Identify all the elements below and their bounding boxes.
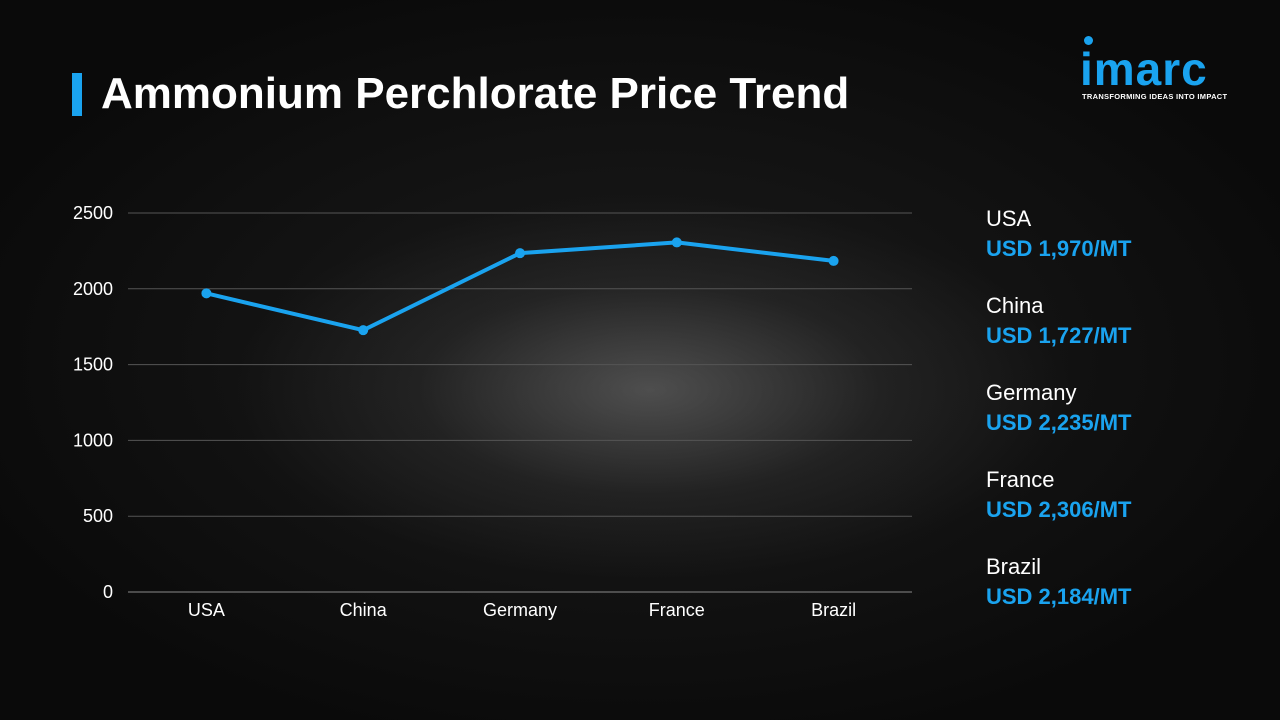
title-accent-bar: [72, 73, 82, 116]
legend-price: USD 2,306/MT: [986, 497, 1132, 522]
y-tick-label: 0: [103, 582, 113, 602]
x-tick-label: USA: [188, 600, 225, 620]
logo-tagline: TRANSFORMING IDEAS INTO IMPACT: [1082, 92, 1228, 101]
x-tick-label: Germany: [483, 600, 557, 620]
data-point: [671, 237, 682, 248]
legend-country: France: [986, 467, 1055, 492]
price-trend-chart: 0 500 1000 1500 2000 2500 USA China Germany Franc…: [73, 203, 912, 620]
legend-price: USD 1,970/MT: [986, 236, 1132, 261]
data-point: [201, 288, 212, 299]
x-tick-label: Brazil: [811, 600, 856, 620]
legend-item-usa: USA USD 1,970/MT: [986, 204, 1266, 291]
legend-country: Germany: [986, 380, 1077, 405]
y-tick-label: 1000: [73, 430, 113, 450]
y-tick-label: 500: [83, 506, 113, 526]
legend-item-china: China USD 1,727/MT: [986, 291, 1266, 378]
y-tick-label: 2000: [73, 279, 113, 299]
data-point: [515, 248, 525, 259]
legend-item-brazil: Brazil USD 2,184/MT: [986, 552, 1266, 639]
legend-country: China: [986, 293, 1044, 318]
legend-price: USD 1,727/MT: [986, 323, 1132, 348]
page-title: Ammonium Perchlorate Price Trend: [101, 69, 850, 118]
data-point: [828, 255, 839, 266]
legend-price: USD 2,235/MT: [986, 410, 1132, 435]
logo-wordmark: imarc: [1080, 43, 1208, 95]
price-legend: USA USD 1,970/MT China USD 1,727/MT Germ…: [986, 204, 1266, 639]
y-tick-label: 2500: [73, 203, 113, 223]
logo-dot: [1084, 36, 1093, 45]
legend-item-france: France USD 2,306/MT: [986, 465, 1266, 552]
data-point: [358, 325, 369, 336]
imarc-logo: imarc TRANSFORMING IDEAS INTO IMPACT: [1080, 36, 1250, 106]
legend-item-germany: Germany USD 2,235/MT: [986, 378, 1266, 465]
x-tick-label: France: [649, 600, 705, 620]
legend-price: USD 2,184/MT: [986, 584, 1132, 609]
legend-country: USA: [986, 206, 1032, 231]
y-tick-label: 1500: [73, 355, 113, 375]
legend-country: Brazil: [986, 554, 1042, 579]
x-tick-label: China: [340, 600, 388, 620]
